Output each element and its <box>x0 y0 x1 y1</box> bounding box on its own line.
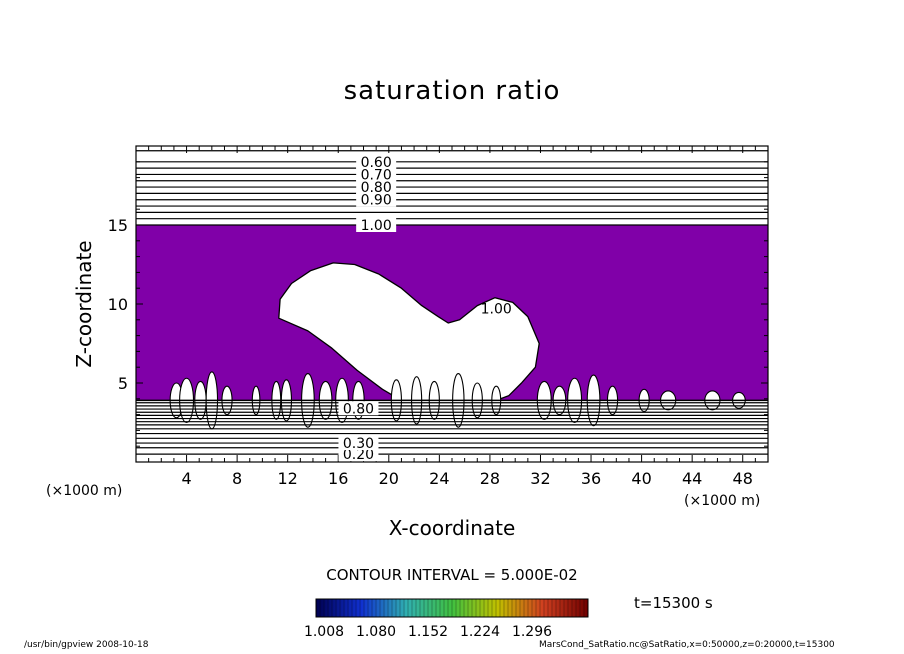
x-tick-label: 8 <box>232 469 242 488</box>
contour-label: 0.20 <box>343 447 374 463</box>
contour-label-bg <box>356 218 397 232</box>
x-unit-label-right: (×1000 m) <box>684 493 761 509</box>
colorbar-tick-label: 1.008 <box>304 624 344 640</box>
contour-label-bg <box>356 180 397 195</box>
contour-label-bg <box>356 154 397 169</box>
contour-label: 0.70 <box>361 167 392 183</box>
x-tick-label: 28 <box>480 469 500 488</box>
footer-source-file: MarsCond_SatRatio.nc@SatRatio,x=0:50000,… <box>539 640 835 650</box>
x-axis-label: X-coordinate <box>388 516 516 540</box>
x-tick-label: 24 <box>429 469 449 488</box>
footer-program-date: /usr/bin/gpview 2008-10-18 <box>24 640 149 650</box>
contour-label-bg <box>338 436 379 451</box>
time-label: t=15300 s <box>634 594 713 612</box>
y-tick-label: 10 <box>108 295 128 314</box>
contour-label: 0.80 <box>361 180 392 196</box>
x-tick-label: 40 <box>631 469 651 488</box>
x-tick-label: 32 <box>530 469 550 488</box>
unsaturated-plume <box>278 262 540 402</box>
y-tick-label: 5 <box>118 374 128 393</box>
y-axis-label: Z-coordinate <box>72 240 96 368</box>
contour-label: 1.00 <box>361 218 392 234</box>
x-tick-label: 16 <box>328 469 348 488</box>
contour-label: 0.30 <box>343 436 374 452</box>
contour-label-bg <box>356 192 397 207</box>
y-tick-label: 15 <box>108 216 128 235</box>
x-tick-label: 4 <box>181 469 191 488</box>
contour-label: 0.60 <box>361 155 392 171</box>
colorbar-tick-label: 1.296 <box>512 624 552 640</box>
x-tick-label: 44 <box>682 469 702 488</box>
colorbar-tick-label: 1.224 <box>460 624 500 640</box>
x-tick-label: 48 <box>733 469 753 488</box>
colorbar-tick-label: 1.152 <box>408 624 448 640</box>
contour-label-bg <box>338 447 379 462</box>
x-tick-label: 12 <box>278 469 298 488</box>
colorbar-tick-label: 1.080 <box>356 624 396 640</box>
contour-interval-label: CONTOUR INTERVAL = 5.000E-02 <box>326 566 578 584</box>
contour-label: 0.90 <box>361 193 392 209</box>
contour-label-bg <box>356 167 397 182</box>
chart-title: saturation ratio <box>343 76 561 106</box>
x-unit-label-left: (×1000 m) <box>46 483 123 499</box>
contour-label: 0.80 <box>343 401 374 417</box>
contour-label-plume: 1.00 <box>481 302 512 318</box>
x-tick-label: 36 <box>581 469 601 488</box>
x-tick-label: 20 <box>379 469 399 488</box>
contour-label-bg <box>338 401 379 416</box>
